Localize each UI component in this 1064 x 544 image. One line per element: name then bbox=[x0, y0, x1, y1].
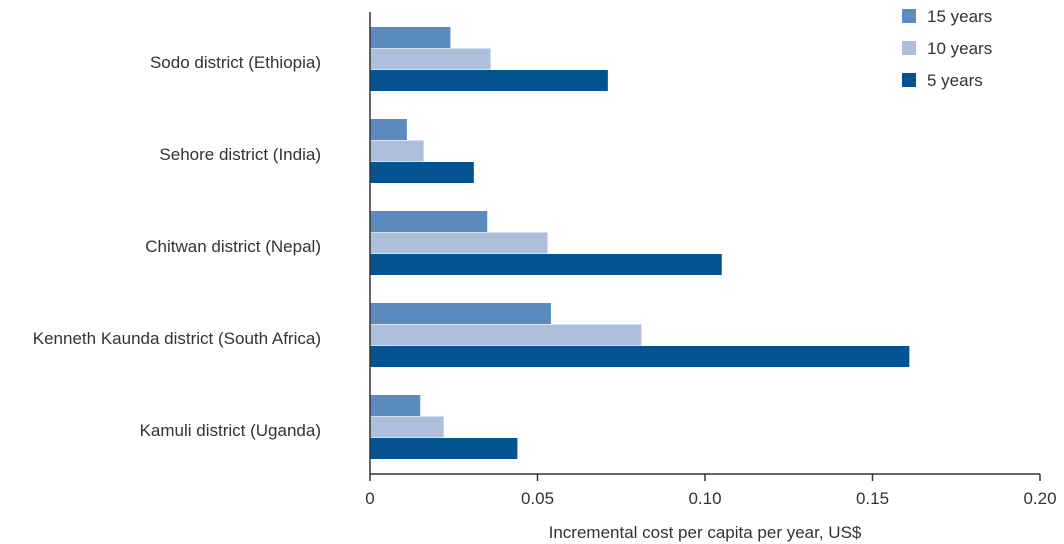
x-tick-label: 0 bbox=[365, 489, 374, 508]
bar bbox=[370, 232, 548, 254]
x-tick-label: 0.15 bbox=[856, 489, 889, 508]
category-label: Kamuli district (Uganda) bbox=[140, 421, 321, 440]
x-axis-title: Incremental cost per capita per year, US… bbox=[549, 523, 862, 542]
legend: 15 years 10 years 5 years bbox=[902, 7, 992, 90]
bar bbox=[370, 119, 407, 140]
x-tick-label: 0.20 bbox=[1023, 489, 1056, 508]
bar bbox=[370, 48, 491, 70]
bar bbox=[370, 162, 474, 183]
legend-swatch bbox=[902, 9, 916, 23]
bars bbox=[370, 27, 910, 459]
bar bbox=[370, 324, 642, 346]
bar bbox=[370, 27, 451, 48]
x-tick-label: 0.10 bbox=[688, 489, 721, 508]
bar bbox=[370, 70, 608, 91]
x-ticks: 0 0.05 0.10 0.15 0.20 bbox=[365, 474, 1057, 508]
legend-label: 10 years bbox=[927, 39, 992, 58]
category-label: Sehore district (India) bbox=[159, 145, 321, 164]
category-label: Chitwan district (Nepal) bbox=[145, 237, 321, 256]
x-tick-label: 0.05 bbox=[521, 489, 554, 508]
bar bbox=[370, 211, 488, 232]
category-label: Sodo district (Ethiopia) bbox=[150, 53, 321, 72]
legend-swatch bbox=[902, 73, 916, 87]
bar bbox=[370, 395, 421, 416]
bar bbox=[370, 303, 551, 324]
legend-label: 5 years bbox=[927, 71, 983, 90]
bar bbox=[370, 416, 444, 438]
category-labels: Sodo district (Ethiopia) Sehore district … bbox=[33, 53, 321, 440]
bar bbox=[370, 438, 518, 459]
bar bbox=[370, 346, 910, 367]
category-label: Kenneth Kaunda district (South Africa) bbox=[33, 329, 321, 348]
bar bbox=[370, 140, 424, 162]
legend-swatch bbox=[902, 41, 916, 55]
legend-label: 15 years bbox=[927, 7, 992, 26]
bar bbox=[370, 254, 722, 275]
